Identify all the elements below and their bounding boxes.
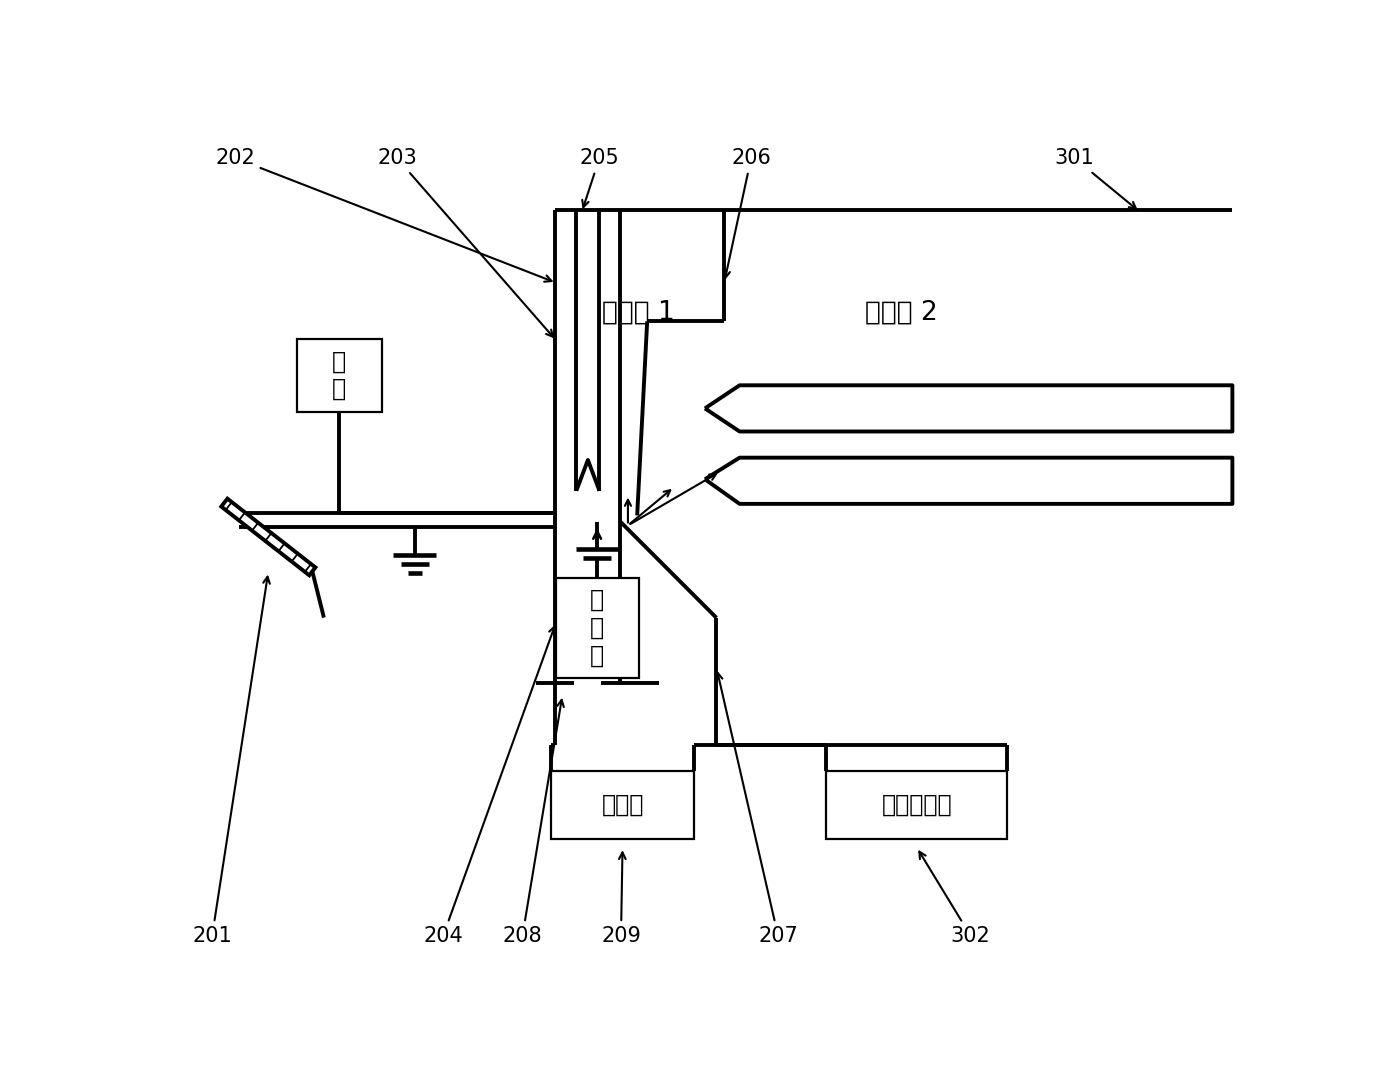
Text: 201: 201 — [192, 577, 270, 946]
Bar — [555, 578, 639, 678]
Bar — [296, 338, 381, 411]
Text: 209: 209 — [601, 853, 640, 946]
Text: 207: 207 — [715, 672, 798, 946]
Text: 高
压: 高 压 — [333, 349, 347, 402]
Text: 302: 302 — [919, 852, 991, 946]
Text: 真空腔 2: 真空腔 2 — [864, 300, 938, 325]
Text: 负
电
压: 负 电 压 — [590, 589, 604, 668]
Text: 208: 208 — [503, 700, 564, 946]
Text: 真空腔 1: 真空腔 1 — [601, 300, 674, 325]
Text: 203: 203 — [377, 148, 553, 337]
Polygon shape — [221, 498, 316, 576]
Text: 205: 205 — [579, 148, 619, 207]
Text: 301: 301 — [1055, 148, 1136, 208]
Bar — [827, 771, 1008, 839]
Bar — [551, 771, 693, 839]
Text: 202: 202 — [216, 148, 551, 281]
Text: 204: 204 — [423, 626, 555, 946]
Text: 涡轮分子泵: 涡轮分子泵 — [881, 793, 952, 817]
Text: 206: 206 — [724, 148, 771, 278]
Text: 机械泵: 机械泵 — [601, 793, 643, 817]
